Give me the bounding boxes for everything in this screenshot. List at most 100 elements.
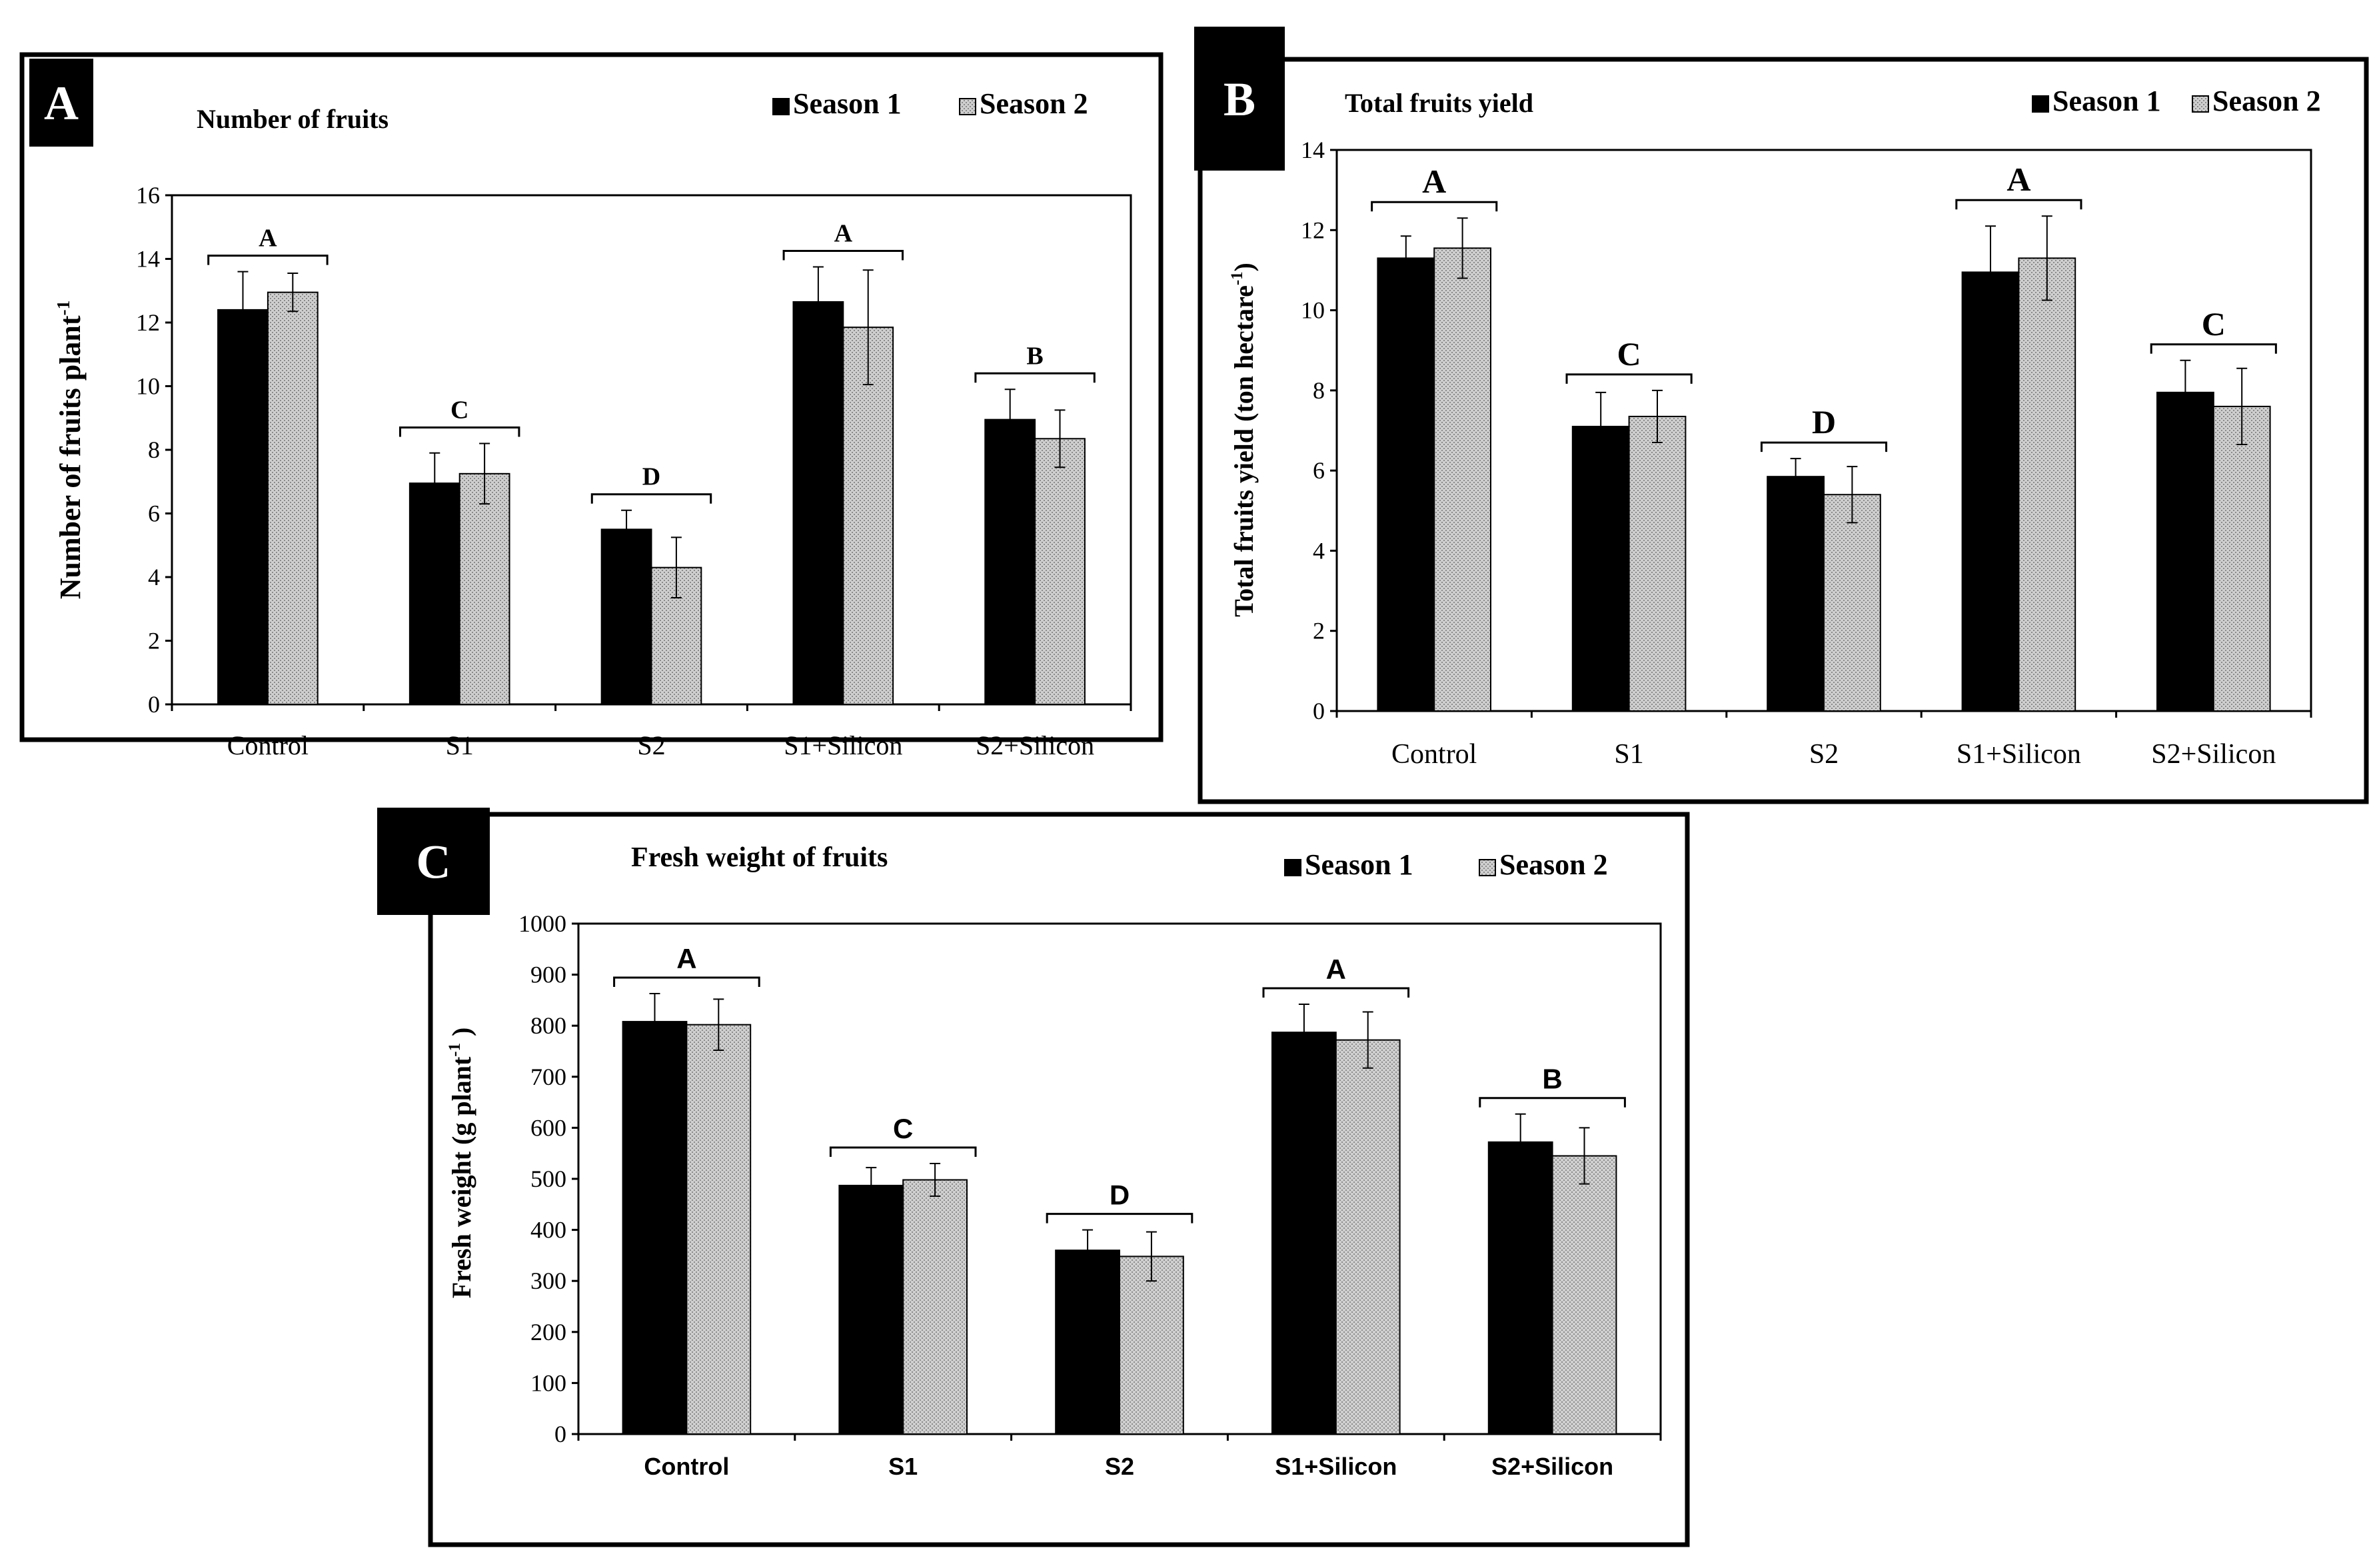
y-axis-label-superscript: -1 [1228,271,1246,285]
y-tick-label: 2 [1313,618,1325,644]
significance-letter: A [1326,954,1346,985]
y-tick-label: 12 [1301,217,1325,243]
legend-label-season-1: Season 1 [2052,85,2161,117]
x-category-label: S1+Silicon [1957,739,2081,770]
significance-bracket [974,372,1096,383]
y-axis-label: Total fruits yield (ton hectare-1) [1228,263,1259,617]
significance-letter: C [1617,335,1641,373]
chart-title: Number of fruits [197,104,389,134]
panel-label-badge [1194,27,1285,171]
bar-control-season-2 [1433,247,1491,712]
x-category-label: S2+Silicon [976,730,1094,760]
bar-s2-silicon-season-1 [2156,391,2214,712]
y-tick-label: 400 [530,1217,566,1243]
y-tick-label: 1000 [518,910,566,937]
x-category-label: S1 [888,1453,918,1480]
panel-frame [428,812,1690,1547]
significance-letter: A [1422,163,1446,200]
bar-s1-silicon-season-1 [1961,271,2020,712]
y-tick-label: 8 [1313,377,1325,404]
significance-letter: B [1026,342,1043,370]
significance-bracket [613,976,760,987]
x-category-label: S2+Silicon [1491,1453,1613,1480]
chart-panel-b: B Total fruits yield Season 1 Season 2 0 2 4 6 8… [1194,27,2369,804]
y-tick-label: 500 [530,1166,566,1192]
bar-control-season-1 [622,1021,688,1435]
bar-s1-season-2 [1628,415,1687,712]
y-axis-label-text: Fresh weight (g plant [446,1056,476,1298]
bar-s1-silicon-season-2 [842,327,894,706]
significance-bracket [590,493,712,504]
legend-label-season-1: Season 1 [1305,848,1413,881]
y-tick-label: 10 [1301,297,1325,324]
significance-letter: A [676,943,696,974]
legend-label-season-2: Season 2 [1499,848,1608,881]
y-axis-label-text: Number of fruits plant [54,315,87,599]
bar-control-season-1 [217,309,269,705]
x-category-label: Control [644,1453,729,1480]
y-tick-label: 16 [136,182,160,209]
bar-s2-season-1 [1055,1249,1120,1435]
legend-swatch-season-1 [772,98,790,115]
y-tick-label: 14 [136,246,160,273]
x-category-label: Control [227,730,309,760]
legend-swatch-season-1 [1284,859,1301,876]
y-tick-label: 6 [148,500,160,527]
bar-s1-season-1 [1571,425,1630,712]
panel-label-badge [377,808,490,915]
significance-bracket [398,426,520,437]
x-category-label: S2 [1809,739,1839,770]
significance-letter: A [2006,161,2030,198]
bar-s1-silicon-season-1 [792,301,844,705]
significance-letter: B [1542,1064,1562,1095]
bar-s2-silicon-season-1 [1487,1141,1553,1435]
panel-label: C [416,836,451,889]
bar-s1-season-1 [408,482,460,705]
chart-title: Total fruits yield [1345,88,1533,118]
y-tick-label: 8 [148,436,160,463]
significance-letter: C [450,396,468,424]
legend-swatch-season-2 [959,98,976,115]
y-tick-label: 0 [1313,698,1325,724]
y-axis-label: Number of fruits plant-1 [53,301,87,599]
bar-s1-silicon-season-2 [1335,1039,1401,1435]
panel-frame [1197,57,2369,804]
y-axis-label-superscript: -1 [53,301,73,316]
x-category-label: Control [1391,739,1477,770]
bar-s1-season-1 [838,1184,904,1435]
panel-label: A [44,77,79,130]
bar-s2-season-1 [1767,476,1825,712]
bar-s2-silicon-season-1 [984,418,1036,705]
bar-s2-season-1 [600,528,652,705]
y-axis-label-text: Total fruits yield (ton hectare [1229,285,1259,617]
bar-s1-silicon-season-2 [2018,257,2076,712]
significance-letter: D [642,463,660,491]
chart-panel-a: A Number of fruits Season 1 Season 2 0 2 4 6 8 10… [19,52,1164,760]
panel-label: B [1223,73,1255,126]
x-category-label: S2 [637,730,665,760]
significance-bracket [1760,441,1888,452]
y-tick-label: 700 [530,1064,566,1090]
y-axis-label-superscript: -1 [446,1043,464,1057]
y-tick-label: 0 [554,1421,566,1447]
significance-letter: A [259,225,277,253]
y-tick-label: 300 [530,1267,566,1294]
significance-letter: D [1812,403,1836,440]
chart-title: Fresh weight of fruits [631,842,888,873]
y-tick-label: 14 [1301,137,1325,163]
bar-s1-silicon-season-1 [1271,1032,1337,1435]
significance-letter: D [1110,1179,1130,1211]
bar-s2-silicon-season-2 [2212,405,2271,712]
x-category-label: S2+Silicon [2151,739,2276,770]
legend-swatch-season-1 [2032,95,2049,113]
significance-bracket [829,1146,977,1158]
y-tick-label: 10 [136,373,160,400]
y-tick-label: 0 [148,691,160,718]
bar-control-season-2 [267,291,319,705]
y-tick-label: 200 [530,1319,566,1345]
significance-bracket [1565,373,1693,384]
y-tick-label: 100 [530,1369,566,1396]
bar-s2-season-2 [1119,1255,1184,1435]
